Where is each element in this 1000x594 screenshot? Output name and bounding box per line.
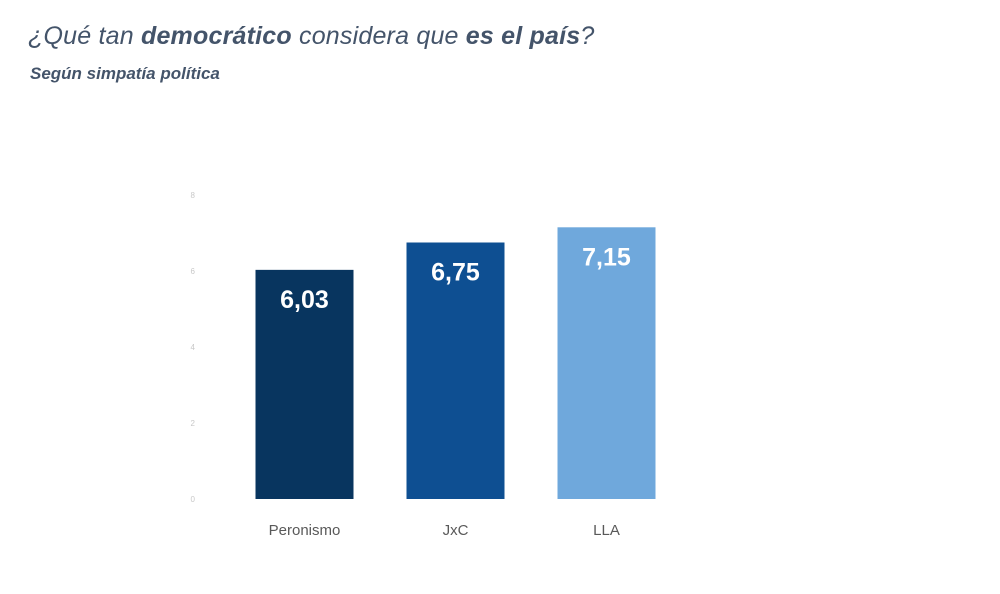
y-tick-label: 6 <box>191 267 196 276</box>
y-tick-label: 4 <box>191 343 196 352</box>
bar-lla <box>557 227 656 500</box>
bar-jxc <box>406 242 505 499</box>
bar-peronismo <box>255 269 354 499</box>
chart-title: ¿Qué tan democrático considera que es el… <box>28 22 594 51</box>
x-tick-label: JxC <box>443 522 469 539</box>
y-tick-label: 0 <box>191 495 196 504</box>
x-tick-label: Peronismo <box>269 522 341 539</box>
y-tick-label: 2 <box>191 419 196 428</box>
chart-title-part: es el país <box>465 22 581 50</box>
data-label: 6,03 <box>280 286 329 314</box>
x-tick-label: LLA <box>593 522 620 539</box>
chart-title-part: considera que <box>291 22 466 50</box>
chart-subtitle: Según simpatía política <box>30 64 220 83</box>
chart-title-part: ? <box>580 22 595 50</box>
data-label: 6,75 <box>431 259 480 287</box>
chart-title-part: democrático <box>140 22 292 50</box>
data-label: 7,15 <box>582 243 631 271</box>
y-tick-label: 8 <box>191 191 196 200</box>
chart-title-part: ¿Qué tan <box>28 22 141 50</box>
